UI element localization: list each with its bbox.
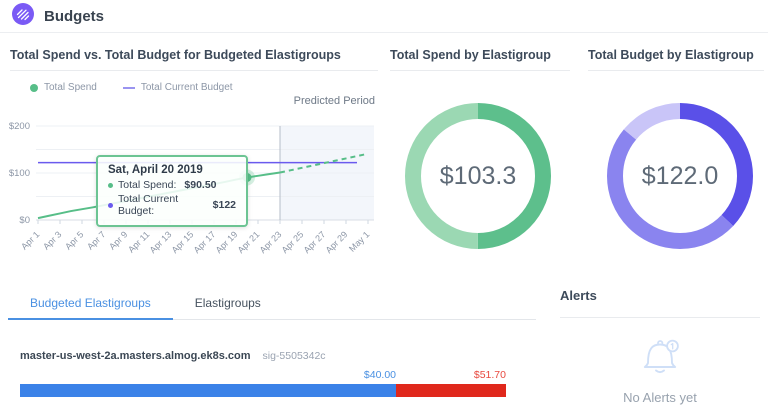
- tooltip-budget-label: Total Current Budget:: [118, 193, 179, 217]
- spend-donut-title: Total Spend by Elastigroup: [390, 48, 551, 62]
- svg-text:$200: $200: [9, 121, 30, 132]
- svg-text:Apr 7: Apr 7: [85, 229, 107, 251]
- spend-bullet-icon: [108, 182, 113, 188]
- total-budget-donut-chart[interactable]: [600, 96, 760, 256]
- legend-label: Total Current Budget: [140, 82, 233, 93]
- budget-donut-title: Total Budget by Elastigroup: [588, 48, 754, 62]
- svg-text:Apr 23: Apr 23: [258, 229, 284, 255]
- budget-usage-bar: [20, 384, 506, 397]
- svg-text:Apr 15: Apr 15: [170, 229, 196, 255]
- svg-text:May 1: May 1: [347, 229, 371, 253]
- spend-vs-budget-chart[interactable]: $0 $100 $200 Apr 1 Apr 3 Apr 5 Apr 7 Apr 9 Apr 1…: [4, 106, 382, 266]
- svg-text:Apr 27: Apr 27: [302, 229, 328, 255]
- total-spend-marker-icon: [30, 83, 38, 92]
- line-chart-title: Total Spend vs. Total Budget for Budgete…: [10, 48, 341, 62]
- budget-bullet-icon: [108, 202, 113, 208]
- total-spend-donut-chart[interactable]: [398, 96, 558, 256]
- spend-panel-divider: [390, 70, 570, 71]
- tooltip-spend-label: Total Spend:: [118, 179, 177, 191]
- tab-elastigroups[interactable]: Elastigroups: [194, 296, 261, 310]
- tooltip-spend-value: $90.50: [184, 179, 217, 191]
- no-alerts-text: No Alerts yet: [623, 390, 697, 405]
- legend-item-total-spend[interactable]: Total Spend: [30, 82, 97, 93]
- chart-tooltip: Sat, April 20 2019 Total Spend: $90.50 T…: [96, 155, 248, 227]
- spend-amount-label: $51.70: [473, 369, 506, 381]
- predicted-period-label: Predicted Period: [293, 95, 375, 107]
- legend-item-total-current-budget[interactable]: Total Current Budget: [122, 82, 233, 93]
- svg-text:Apr 17: Apr 17: [192, 229, 218, 255]
- bell-icon: [636, 334, 684, 383]
- svg-text:Apr 21: Apr 21: [236, 229, 262, 255]
- overspend-bar-segment: [396, 384, 506, 397]
- alerts-divider: [560, 317, 760, 318]
- bar-labels: $40.00 $51.70: [20, 369, 506, 381]
- line-panel-divider: [10, 70, 378, 71]
- spotinst-logo-icon: [12, 2, 34, 30]
- svg-text:Apr 19: Apr 19: [214, 229, 240, 255]
- tooltip-budget-value: $122: [212, 199, 236, 211]
- svg-text:Apr 11: Apr 11: [126, 229, 151, 254]
- budgeted-group-row[interactable]: master-us-west-2a.masters.almog.ek8s.com…: [20, 350, 506, 397]
- tooltip-spend-row: Total Spend: $90.50: [108, 179, 236, 191]
- budget-line-marker-icon: [122, 86, 135, 89]
- tooltip-budget-row: Total Current Budget: $122: [108, 193, 236, 217]
- svg-text:Apr 25: Apr 25: [280, 229, 306, 255]
- group-sig-id: sig-5505342c: [262, 350, 326, 362]
- tooltip-date: Sat, April 20 2019: [108, 164, 203, 176]
- group-name: master-us-west-2a.masters.almog.ek8s.com: [20, 350, 251, 362]
- budget-amount-label: $40.00: [363, 369, 397, 381]
- svg-text:$100: $100: [9, 168, 30, 179]
- legend-label: Total Spend: [44, 82, 97, 93]
- tab-budgeted-elastigroups[interactable]: Budgeted Elastigroups: [8, 286, 173, 320]
- alerts-title: Alerts: [560, 288, 597, 303]
- budget-panel-divider: [588, 70, 764, 71]
- app-header: Budgets: [0, 0, 768, 33]
- svg-text:Apr 1: Apr 1: [19, 229, 41, 251]
- svg-text:$0: $0: [19, 215, 30, 226]
- elastigroup-tabs: Budgeted Elastigroups Elastigroups: [8, 286, 536, 320]
- svg-text:Apr 29: Apr 29: [324, 229, 350, 255]
- chart-legend: Total Spend Total Current Budget: [30, 82, 233, 93]
- svg-text:Apr 13: Apr 13: [148, 229, 174, 255]
- group-header: master-us-west-2a.masters.almog.ek8s.com…: [20, 350, 506, 362]
- svg-text:Apr 5: Apr 5: [63, 229, 85, 251]
- page-title: Budgets: [44, 7, 104, 25]
- svg-text:Apr 3: Apr 3: [41, 229, 63, 251]
- budget-bar-segment: [20, 384, 397, 397]
